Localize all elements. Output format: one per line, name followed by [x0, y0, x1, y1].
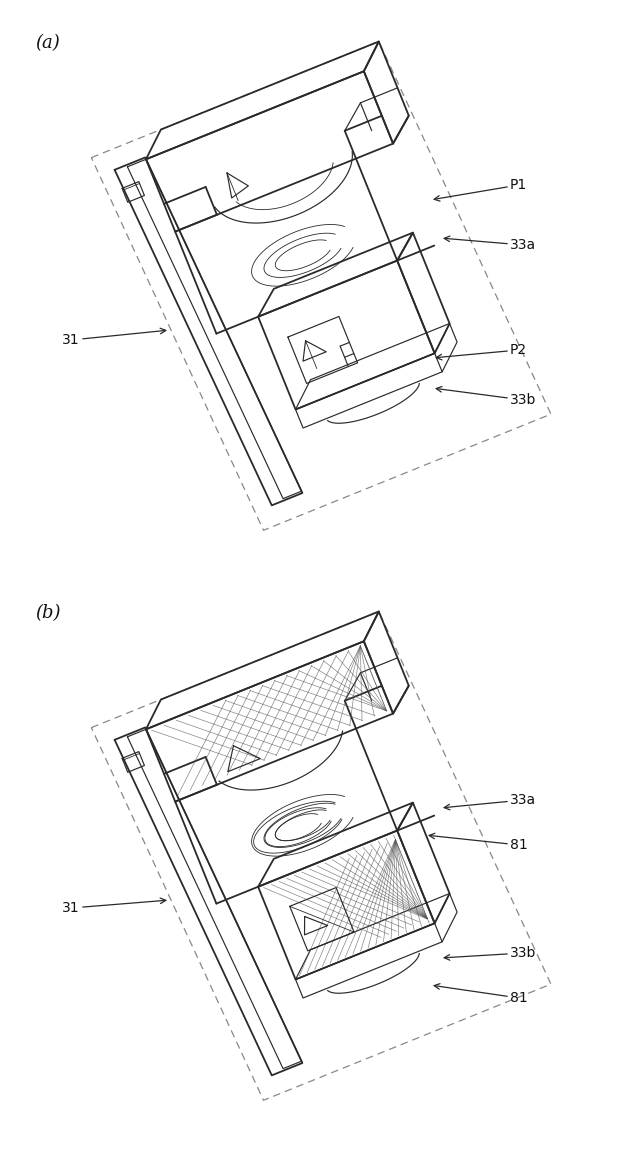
Text: 81: 81 [434, 984, 528, 1005]
Text: 33a: 33a [444, 793, 536, 810]
Text: P2: P2 [436, 343, 527, 360]
Text: 31: 31 [62, 898, 166, 915]
Text: 33b: 33b [436, 386, 536, 407]
Text: 81: 81 [429, 833, 528, 851]
Text: (b): (b) [35, 604, 61, 622]
Text: 31: 31 [62, 328, 166, 347]
Text: P1: P1 [434, 177, 527, 201]
Text: (a): (a) [35, 34, 60, 52]
Text: 33a: 33a [444, 235, 536, 252]
Text: 33b: 33b [444, 947, 536, 960]
